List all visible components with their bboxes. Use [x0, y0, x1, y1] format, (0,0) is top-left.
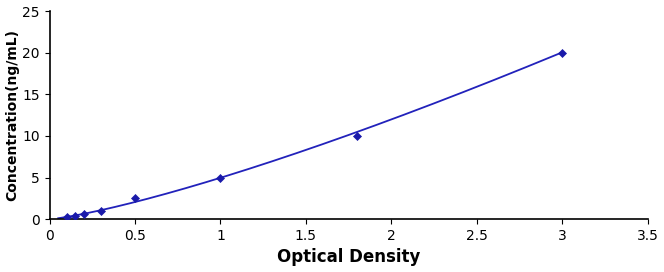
Y-axis label: Concentration(ng/mL): Concentration(ng/mL) — [5, 29, 19, 201]
X-axis label: Optical Density: Optical Density — [277, 248, 420, 267]
